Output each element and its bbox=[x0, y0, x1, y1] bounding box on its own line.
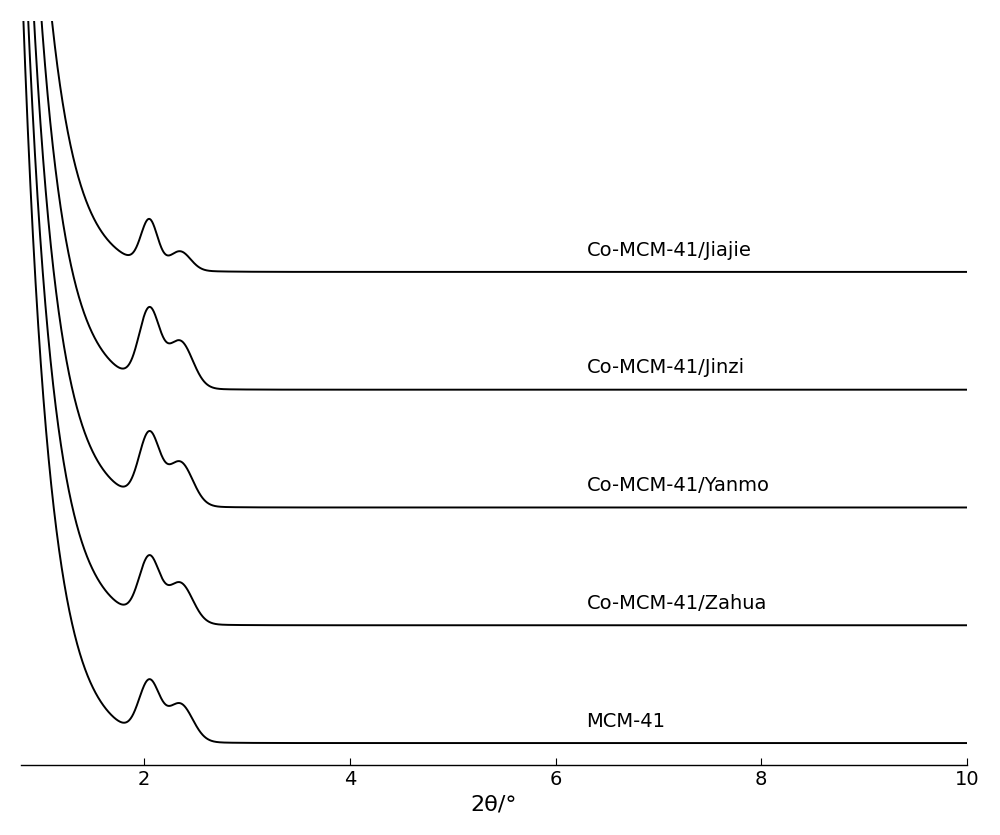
Text: Co-MCM-41/Yanmo: Co-MCM-41/Yanmo bbox=[586, 476, 769, 495]
Text: Co-MCM-41/Jinzi: Co-MCM-41/Jinzi bbox=[586, 358, 745, 377]
Text: Co-MCM-41/Jiajie: Co-MCM-41/Jiajie bbox=[586, 240, 751, 260]
X-axis label: 2θ/°: 2θ/° bbox=[471, 794, 517, 814]
Text: MCM-41: MCM-41 bbox=[586, 711, 665, 731]
Text: Co-MCM-41/Zahua: Co-MCM-41/Zahua bbox=[586, 594, 767, 613]
